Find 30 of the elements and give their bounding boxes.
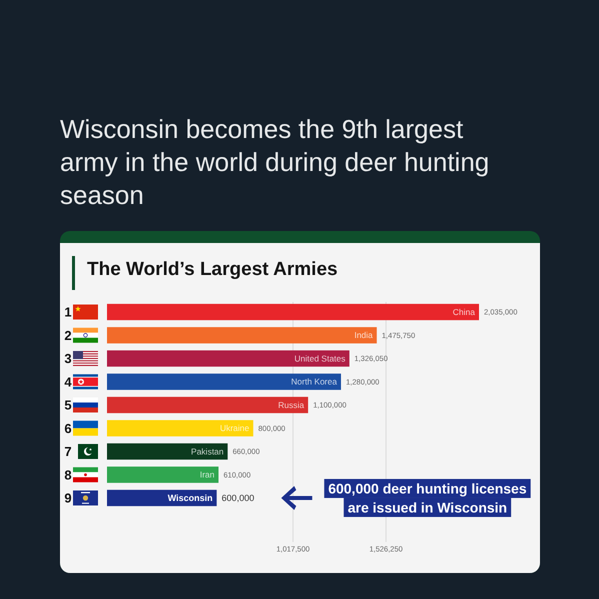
bar [107,327,377,344]
text: 9 [64,490,72,506]
text: 5 [64,398,72,413]
bar [107,350,350,367]
chart-title: Wisconsin becomes the 9th largest army in the world during deer hunting season [60,114,490,210]
bar [107,443,228,460]
bar [107,466,219,483]
text: 1 [64,304,72,320]
data-label: 600,000 [222,493,254,504]
bar [107,374,341,390]
bar [107,304,479,320]
y-tick-label: United States [294,353,346,364]
text: 8 [64,467,72,482]
bar [107,420,254,436]
y-tick-label: Ukraine [220,423,250,434]
chart-subtitle: The World’s Largest Armies [87,259,338,280]
bar [107,396,308,414]
text: 3 [64,351,72,366]
y-tick-label: North Korea [291,376,338,387]
y-tick-label: Iran [200,470,215,480]
y-tick-label: Pakistan [191,446,224,456]
text: 2 [64,328,72,343]
text: 7 [64,444,72,460]
text: 6 [64,420,72,436]
y-tick-label: China [452,306,476,317]
y-tick-label: India [354,330,374,340]
text: 4 [64,374,72,390]
y-tick-label: Russia [278,400,304,410]
annotation: 600,000 deer hunting licenses are issued in Wisconsin [328,480,527,516]
y-tick-label: Wisconsin [168,493,213,504]
